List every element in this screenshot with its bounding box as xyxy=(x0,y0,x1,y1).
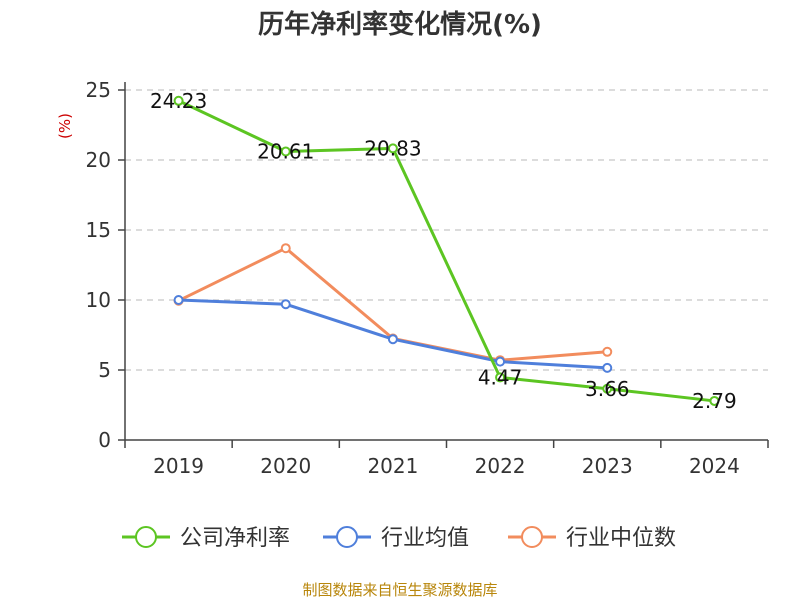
data-label: 2.79 xyxy=(692,389,737,413)
x-tick-label: 2021 xyxy=(367,454,418,478)
data-point[interactable] xyxy=(602,362,613,373)
series-2 xyxy=(173,243,613,366)
legend-marker xyxy=(336,526,358,548)
source-note: 制图数据来自恒生聚源数据库 xyxy=(302,581,497,599)
data-point[interactable] xyxy=(387,334,398,345)
axes: 0 5 10 15 20 25 2019 2020 2021 2022 2023 2024 xyxy=(86,78,769,478)
data-label: 24.23 xyxy=(150,89,207,113)
x-tick-label: 2023 xyxy=(582,454,633,478)
data-point[interactable] xyxy=(173,95,184,106)
series-line xyxy=(177,99,715,403)
data-point[interactable] xyxy=(495,372,506,383)
grid xyxy=(125,89,768,371)
data-point[interactable] xyxy=(280,146,291,157)
data-point[interactable] xyxy=(173,295,184,305)
series-0 xyxy=(173,95,720,406)
series-1 xyxy=(173,295,613,373)
y-tick-label: 0 xyxy=(98,428,111,452)
legend-item-0[interactable]: 公司净利率 xyxy=(122,526,290,551)
data-point[interactable] xyxy=(709,395,720,406)
legend-label: 公司净利率 xyxy=(180,526,290,551)
data-point[interactable] xyxy=(280,299,291,310)
data-point[interactable] xyxy=(495,356,506,367)
data-label: 4.47 xyxy=(478,365,523,389)
legend[interactable]: 公司净利率 行业均值 行业中位数 xyxy=(122,526,676,551)
y-tick-label: 20 xyxy=(86,148,111,172)
legend-marker xyxy=(135,526,157,548)
legend-marker xyxy=(521,526,543,548)
y-tick-label: 25 xyxy=(86,78,111,102)
data-point[interactable] xyxy=(387,143,398,154)
data-point[interactable] xyxy=(602,383,613,394)
x-tick-label: 2022 xyxy=(475,454,526,478)
x-tick-label: 2019 xyxy=(153,454,204,478)
data-label: 20.83 xyxy=(364,136,421,160)
legend-label: 行业中位数 xyxy=(566,526,676,551)
x-tick-label: 2024 xyxy=(689,454,740,478)
data-labels: 24.23 20.61 20.83 4.47 3.66 2.79 xyxy=(150,89,737,413)
legend-label: 行业均值 xyxy=(381,526,469,551)
y-tick-label: 10 xyxy=(86,288,111,312)
y-tick-label: 5 xyxy=(98,358,111,382)
legend-item-2[interactable]: 行业中位数 xyxy=(508,526,676,551)
data-point[interactable] xyxy=(280,243,291,254)
legend-item-1[interactable]: 行业均值 xyxy=(323,526,469,551)
chart-title: 历年净利率变化情况(%) xyxy=(258,9,542,40)
data-point[interactable] xyxy=(602,346,613,357)
x-tick-label: 2020 xyxy=(260,454,311,478)
data-label: 20.61 xyxy=(257,139,314,163)
data-label: 3.66 xyxy=(585,377,630,401)
y-axis-unit: (%) xyxy=(56,113,74,139)
series-layer xyxy=(173,95,720,406)
y-tick-label: 15 xyxy=(86,218,111,242)
